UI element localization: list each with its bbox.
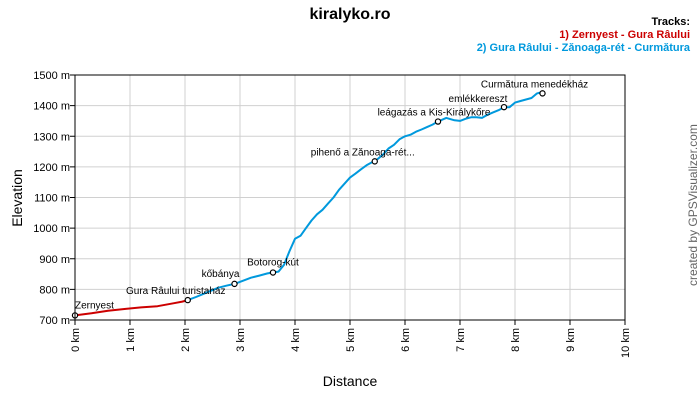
x-tick-label: 8 km (510, 328, 522, 352)
waypoint-label: emlékkereszt (449, 94, 508, 105)
chart-title: kiralyko.ro (310, 6, 391, 23)
plot-frame (74, 74, 626, 321)
waypoint-marker (231, 280, 238, 288)
waypoint-marker (434, 118, 442, 125)
waypoint-marker (184, 296, 191, 304)
waypoint-marker (371, 158, 378, 165)
y-axis-title: Elevation (9, 169, 25, 227)
waypoint-label: Zernyest (75, 300, 114, 311)
waypoint-label: Curmătura menedékház (481, 79, 588, 90)
y-tick-label: 800 m (39, 284, 70, 296)
series-line-2 (187, 90, 543, 302)
x-axis-ticks: 0 km 1 km 2 km 3 km 4 km 5 km 6 km 7 km 8 km 9 km… (70, 320, 632, 358)
x-axis-title: Distance (323, 373, 378, 389)
y-tick-label: 1300 m (33, 131, 70, 143)
y-tick-label: 1100 m (34, 193, 70, 205)
x-tick-label: 10 km (620, 328, 632, 358)
waypoint-label: leágazás a Kis-Királykőre (378, 108, 491, 119)
grid-lines (75, 75, 625, 320)
waypoint-label: kőbánya (202, 269, 240, 280)
waypoint-marker (500, 103, 508, 111)
y-tick-label: 1400 m (33, 101, 70, 113)
legend-item-track-2: 2) Gura Râului - Zănoaga-rét - Curmătura (477, 42, 691, 54)
series-lines (74, 90, 543, 317)
legend-heading: Tracks: (651, 16, 690, 28)
y-tick-label: 1000 m (33, 223, 70, 235)
y-tick-label: 700 m (39, 315, 70, 327)
y-axis-ticks: 700 m 800 m 900 m 1000 m 1100 m 1200 m 1300 m 1… (33, 70, 75, 327)
x-tick-label: 9 km (565, 328, 577, 352)
x-tick-label: 2 km (180, 328, 192, 352)
x-tick-label: 0 km (70, 328, 82, 352)
x-tick-label: 5 km (345, 328, 357, 352)
x-tick-label: 6 km (400, 328, 412, 352)
credit-text: created by GPSVisualizer.com (686, 124, 700, 286)
waypoint-markers: Zernyest Gura Râului turistaház kőbánya Bot… (71, 79, 588, 319)
y-tick-label: 900 m (39, 254, 70, 266)
waypoint-label: Botorog-kút (247, 258, 299, 269)
x-tick-label: 7 km (455, 328, 467, 352)
y-tick-label: 1500 m (33, 70, 70, 82)
y-tick-label: 1200 m (33, 162, 70, 174)
x-tick-label: 3 km (235, 328, 247, 352)
x-tick-label: 1 km (125, 328, 137, 352)
legend-item-track-1: 1) Zernyest - Gura Râului (559, 29, 690, 41)
x-tick-label: 4 km (290, 328, 302, 352)
waypoint-marker (269, 269, 277, 276)
waypoint-marker (539, 90, 546, 97)
waypoint-label: pihenő a Zănoaga-rét... (311, 147, 415, 158)
waypoint-label: Gura Râului turistaház (126, 286, 226, 297)
series-line-1 (74, 299, 189, 317)
